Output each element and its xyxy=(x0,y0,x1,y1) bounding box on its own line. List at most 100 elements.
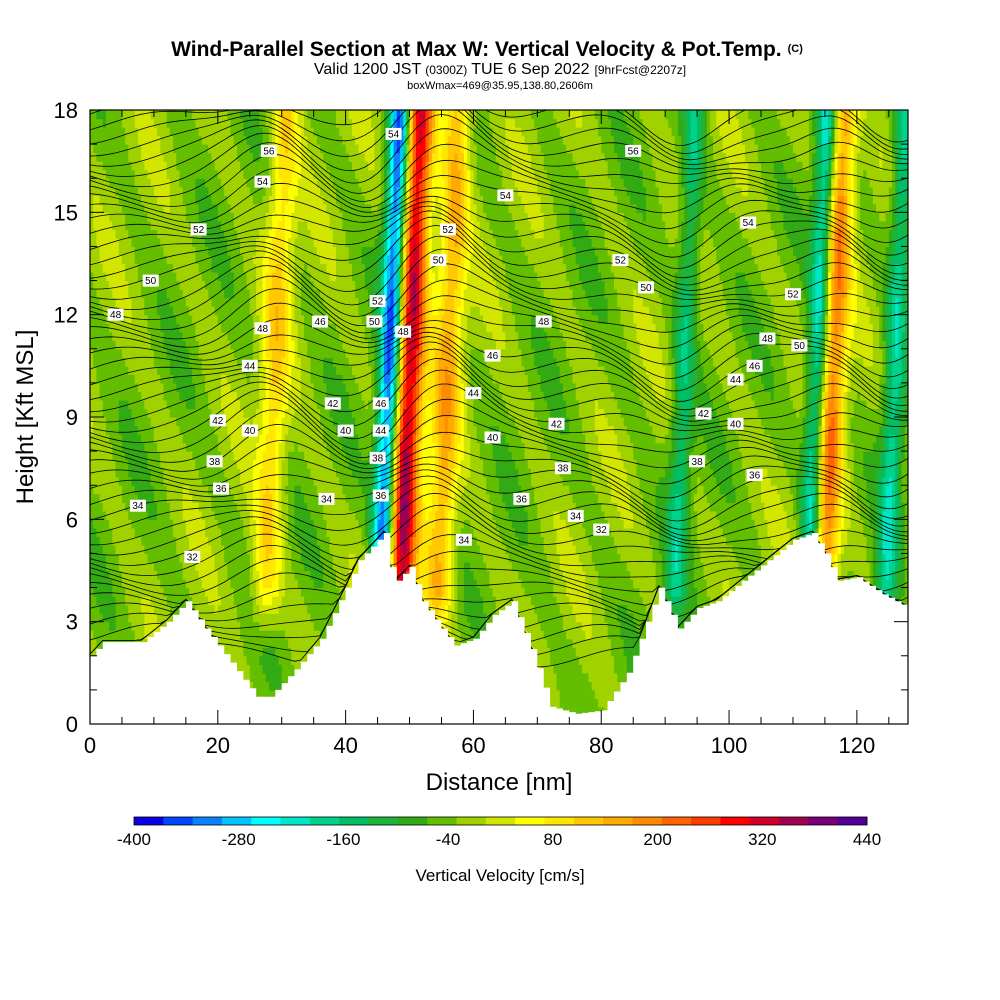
velocity-cell xyxy=(102,127,107,137)
velocity-cell xyxy=(153,289,158,299)
velocity-cell xyxy=(147,425,152,435)
velocity-cell xyxy=(211,493,216,503)
velocity-cell xyxy=(112,561,117,572)
velocity-cell xyxy=(192,544,197,555)
velocity-cell xyxy=(125,425,129,435)
velocity-cell xyxy=(137,323,142,333)
velocity-cell xyxy=(150,417,155,427)
velocity-cell xyxy=(93,169,97,179)
velocity-cell xyxy=(99,459,104,469)
velocity-cell xyxy=(166,442,171,452)
velocity-cell xyxy=(128,314,133,324)
velocity-cell xyxy=(198,544,203,555)
velocity-cell xyxy=(192,476,197,486)
velocity-cell xyxy=(90,314,94,324)
velocity-cell xyxy=(198,425,203,435)
velocity-cell xyxy=(141,169,145,179)
velocity-cell xyxy=(134,135,139,145)
velocity-cell xyxy=(205,237,209,248)
velocity-cell xyxy=(118,297,123,307)
velocity-cell xyxy=(96,127,101,137)
velocity-cell xyxy=(128,272,133,282)
velocity-cell xyxy=(102,417,107,427)
velocity-cell xyxy=(102,527,107,537)
velocity-cell xyxy=(211,527,216,537)
velocity-cell xyxy=(176,510,181,520)
velocity-cell xyxy=(112,203,117,213)
velocity-cell xyxy=(185,425,190,435)
velocity-cell xyxy=(144,391,149,401)
velocity-cell xyxy=(125,621,129,631)
velocity-cell xyxy=(169,254,174,265)
velocity-cell xyxy=(93,118,97,128)
velocity-cell xyxy=(221,510,225,520)
velocity-cell xyxy=(205,596,209,606)
velocity-cell xyxy=(208,246,213,256)
velocity-cell xyxy=(118,263,123,273)
velocity-cell xyxy=(115,118,120,128)
velocity-cell xyxy=(112,152,117,162)
velocity-cell xyxy=(179,314,184,324)
velocity-cell xyxy=(157,365,161,375)
velocity-cell xyxy=(109,110,113,120)
velocity-cell xyxy=(99,263,104,273)
velocity-cell xyxy=(93,272,97,282)
velocity-cell xyxy=(173,127,177,137)
velocity-cell xyxy=(90,527,94,537)
velocity-cell xyxy=(141,246,145,256)
velocity-cell xyxy=(214,391,219,401)
velocity-cell xyxy=(141,596,145,606)
velocity-cell xyxy=(208,297,213,307)
velocity-cell xyxy=(160,485,165,495)
velocity-cell xyxy=(128,451,133,461)
velocity-cell xyxy=(137,561,142,572)
velocity-cell xyxy=(112,186,117,196)
velocity-cell xyxy=(221,519,225,529)
velocity-cell xyxy=(166,263,171,273)
velocity-cell xyxy=(137,297,142,307)
velocity-cell xyxy=(96,399,101,410)
velocity-cell xyxy=(150,561,155,572)
velocity-cell xyxy=(96,510,101,520)
velocity-cell xyxy=(153,237,158,248)
velocity-cell xyxy=(224,621,228,631)
velocity-cell xyxy=(224,553,228,563)
velocity-cell xyxy=(182,442,187,452)
velocity-cell xyxy=(189,451,193,461)
velocity-cell xyxy=(157,442,161,452)
velocity-cell xyxy=(134,127,139,137)
velocity-cell xyxy=(157,212,161,222)
velocity-cell xyxy=(217,110,222,120)
velocity-cell xyxy=(185,135,190,145)
velocity-cell xyxy=(109,246,113,256)
velocity-cell xyxy=(160,365,165,375)
velocity-cell xyxy=(157,289,161,299)
velocity-cell xyxy=(121,161,126,171)
velocity-cell xyxy=(182,587,187,597)
velocity-cell xyxy=(99,510,104,520)
velocity-cell xyxy=(118,493,123,503)
velocity-cell xyxy=(112,323,117,333)
velocity-cell xyxy=(115,425,120,435)
velocity-cell xyxy=(182,417,187,427)
velocity-cell xyxy=(214,186,219,196)
velocity-cell xyxy=(179,570,184,580)
velocity-cell xyxy=(214,161,219,171)
velocity-cell xyxy=(198,382,203,393)
velocity-cell xyxy=(134,297,139,307)
velocity-cell xyxy=(109,579,113,589)
velocity-cell xyxy=(141,110,145,120)
velocity-cell xyxy=(112,144,117,154)
velocity-cell xyxy=(90,289,94,299)
velocity-cell xyxy=(96,186,101,196)
velocity-cell xyxy=(137,229,142,239)
velocity-cell xyxy=(90,195,94,205)
velocity-cell xyxy=(211,553,216,563)
velocity-cell xyxy=(176,127,181,137)
velocity-cell xyxy=(163,408,168,418)
velocity-cell xyxy=(160,348,165,358)
velocity-cell xyxy=(157,417,161,427)
velocity-cell xyxy=(160,280,165,290)
velocity-cell xyxy=(160,621,165,631)
velocity-cell xyxy=(205,297,209,307)
